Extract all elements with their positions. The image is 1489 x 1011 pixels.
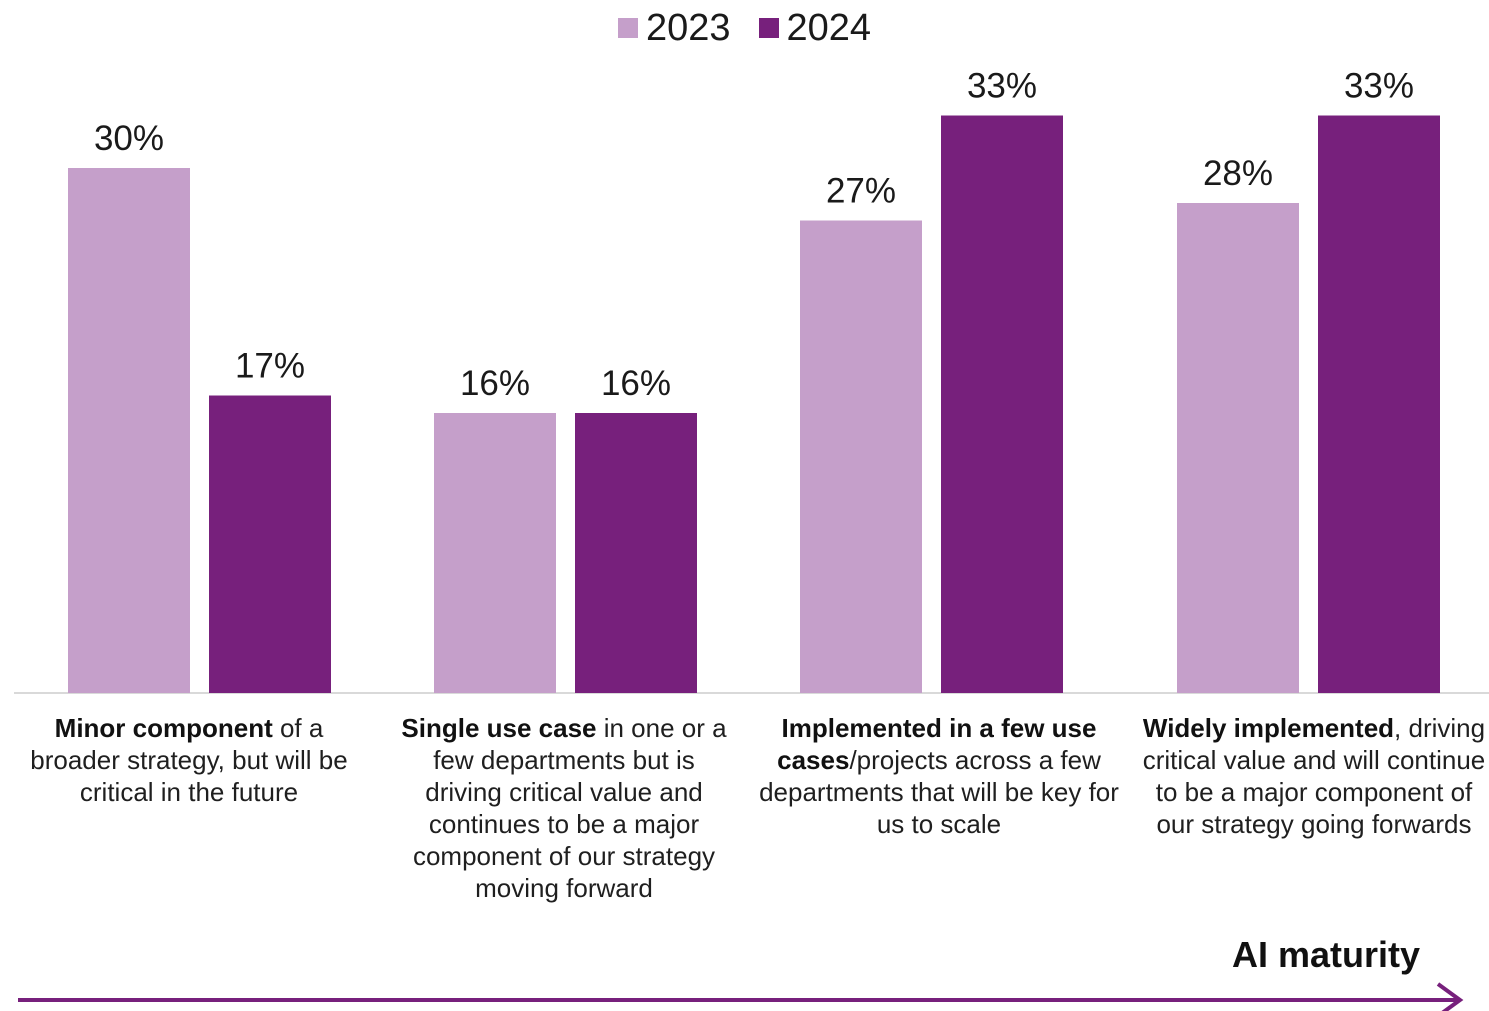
legend: 2023 2024 [0,6,1489,50]
category-label-rest: , driving critical value and will contin… [1142,713,1486,839]
category-label-bold: Implemented in a few use cases [777,713,1097,775]
category-label-rest: /projects across a few departments that … [759,745,1119,839]
data-labels-layer: 30% 16% 27% 28% 17% 16% 33% 33% [94,67,1414,404]
category-label-single-use-case: Single use case in one or a few departme… [393,712,735,904]
bar-2023-3 [800,220,922,693]
legend-swatch-2023 [617,18,638,38]
legend-label-2024: 2024 [786,7,872,49]
data-label-2024-3: 33% [967,67,1037,106]
bar-2024-4 [1318,115,1440,693]
axis-title: AI maturity [1231,934,1420,975]
category-label-few-use-cases: Implemented in a few use cases/projects … [758,712,1120,840]
data-label-2024-2: 16% [601,364,671,403]
legend-item-2024: 2024 [758,6,872,50]
data-label-2024-1: 17% [235,347,305,386]
bar-2023-4 [1177,203,1299,693]
data-label-2023-4: 28% [1203,154,1273,193]
legend-label-2023: 2023 [645,7,731,49]
bar-2024-1 [209,395,331,693]
legend-swatch-2024 [758,18,779,38]
data-label-2024-4: 33% [1344,67,1414,106]
bar-2023-1 [68,168,190,693]
category-label-bold: Widely implemented [1142,713,1395,743]
category-label-rest: in one or a few departments but is drivi… [412,713,727,903]
bars-layer [68,115,1440,693]
data-label-2023-2: 16% [460,364,530,403]
maturity-arrow-head [1436,982,1464,1011]
category-label-bold: Minor component [54,713,273,743]
category-label-widely-implemented: Widely implemented, driving critical val… [1135,712,1489,840]
data-label-2023-1: 30% [94,119,164,158]
legend-item-2023: 2023 [617,6,731,50]
bar-2024-3 [941,115,1063,693]
bar-2024-2 [575,413,697,693]
category-label-bold: Single use case [401,713,597,743]
data-label-2023-3: 27% [826,172,896,211]
category-label-minor-component: Minor component of a broader strategy, b… [10,712,368,808]
category-label-rest: of a broader strategy, but will be criti… [30,713,348,807]
bar-2023-2 [434,413,556,693]
